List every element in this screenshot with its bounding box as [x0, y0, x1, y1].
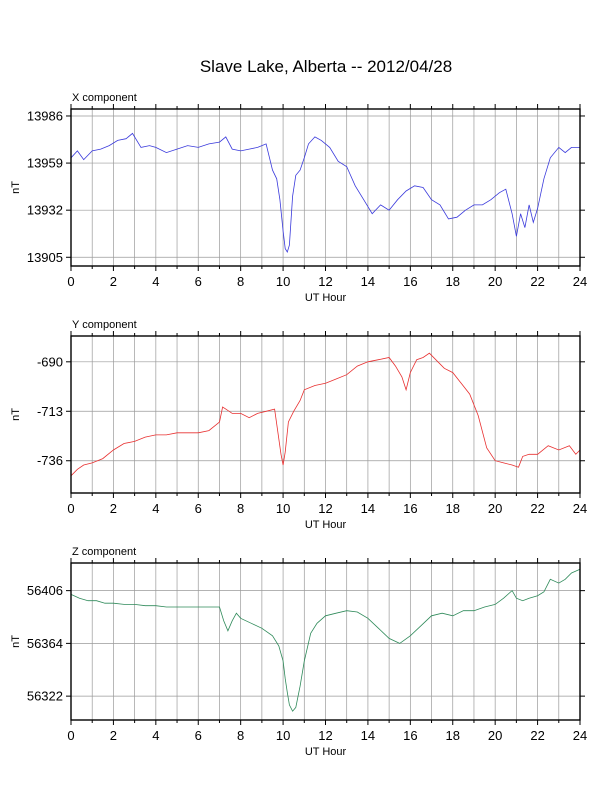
x-tick-label: 18 — [446, 274, 460, 289]
x-tick-label: 16 — [403, 728, 417, 743]
x-tick-label: 20 — [488, 728, 502, 743]
y-axis-label: nT — [10, 408, 22, 421]
x-tick-label: 14 — [361, 728, 375, 743]
x-axis-label: UT Hour — [305, 519, 347, 531]
y-tick-label: -736 — [37, 453, 63, 468]
y-tick-label: 56406 — [27, 583, 63, 598]
x-tick-label: 22 — [530, 274, 544, 289]
y-axis-label: nT — [10, 635, 22, 648]
x-tick-label: 16 — [403, 274, 417, 289]
x-tick-label: 16 — [403, 501, 417, 516]
x-tick-label: 4 — [152, 728, 159, 743]
x-tick-label: 12 — [318, 274, 332, 289]
y-tick-label: 13905 — [27, 250, 63, 265]
x-tick-label: 14 — [361, 501, 375, 516]
x-tick-label: 2 — [110, 501, 117, 516]
x-tick-label: 22 — [530, 501, 544, 516]
series-line — [70, 352, 581, 477]
x-tick-label: 18 — [446, 501, 460, 516]
y-axis-label: nT — [10, 181, 22, 194]
x-tick-label: 0 — [67, 728, 74, 743]
x-tick-label: 6 — [195, 728, 202, 743]
y-tick-label: -713 — [37, 404, 63, 419]
x-tick-label: 24 — [573, 728, 587, 743]
y-tick-label: 56322 — [27, 689, 63, 704]
x-tick-label: 8 — [237, 274, 244, 289]
x-tick-label: 2 — [110, 274, 117, 289]
x-tick-label: 0 — [67, 501, 74, 516]
x-tick-label: 4 — [152, 274, 159, 289]
panel-title: Y component — [72, 319, 137, 331]
y-tick-label: 13932 — [27, 203, 63, 218]
x-tick-label: 2 — [110, 728, 117, 743]
x-tick-label: 20 — [488, 274, 502, 289]
x-tick-label: 20 — [488, 501, 502, 516]
y-tick-label: -690 — [37, 354, 63, 369]
x-tick-label: 8 — [237, 728, 244, 743]
x-tick-label: 10 — [276, 501, 290, 516]
y-tick-label: 13959 — [27, 156, 63, 171]
x-tick-label: 22 — [530, 728, 544, 743]
x-tick-label: 6 — [195, 501, 202, 516]
x-tick-label: 24 — [573, 501, 587, 516]
x-axis-label: UT Hour — [305, 746, 347, 758]
y-tick-label: 56364 — [27, 636, 63, 651]
x-tick-label: 12 — [318, 728, 332, 743]
x-tick-label: 14 — [361, 274, 375, 289]
x-tick-label: 4 — [152, 501, 159, 516]
series-line — [70, 568, 581, 712]
x-tick-label: 0 — [67, 274, 74, 289]
x-tick-label: 12 — [318, 501, 332, 516]
x-tick-label: 6 — [195, 274, 202, 289]
x-tick-label: 8 — [237, 501, 244, 516]
series-line — [70, 132, 580, 253]
panel-title: Z component — [72, 546, 136, 558]
panel-1: 0 2 4 6 8 10 12 14 16 18 20 22 241390513932139591398… — [10, 92, 587, 304]
x-axis-label: UT Hour — [305, 292, 347, 304]
y-tick-label: 13986 — [27, 108, 63, 123]
x-tick-label: 18 — [446, 728, 460, 743]
x-tick-label: 24 — [573, 274, 587, 289]
x-tick-label: 10 — [276, 274, 290, 289]
page-title: Slave Lake, Alberta -- 2012/04/28 — [199, 57, 453, 76]
x-tick-label: 10 — [276, 728, 290, 743]
panel-title: X component — [72, 92, 137, 104]
